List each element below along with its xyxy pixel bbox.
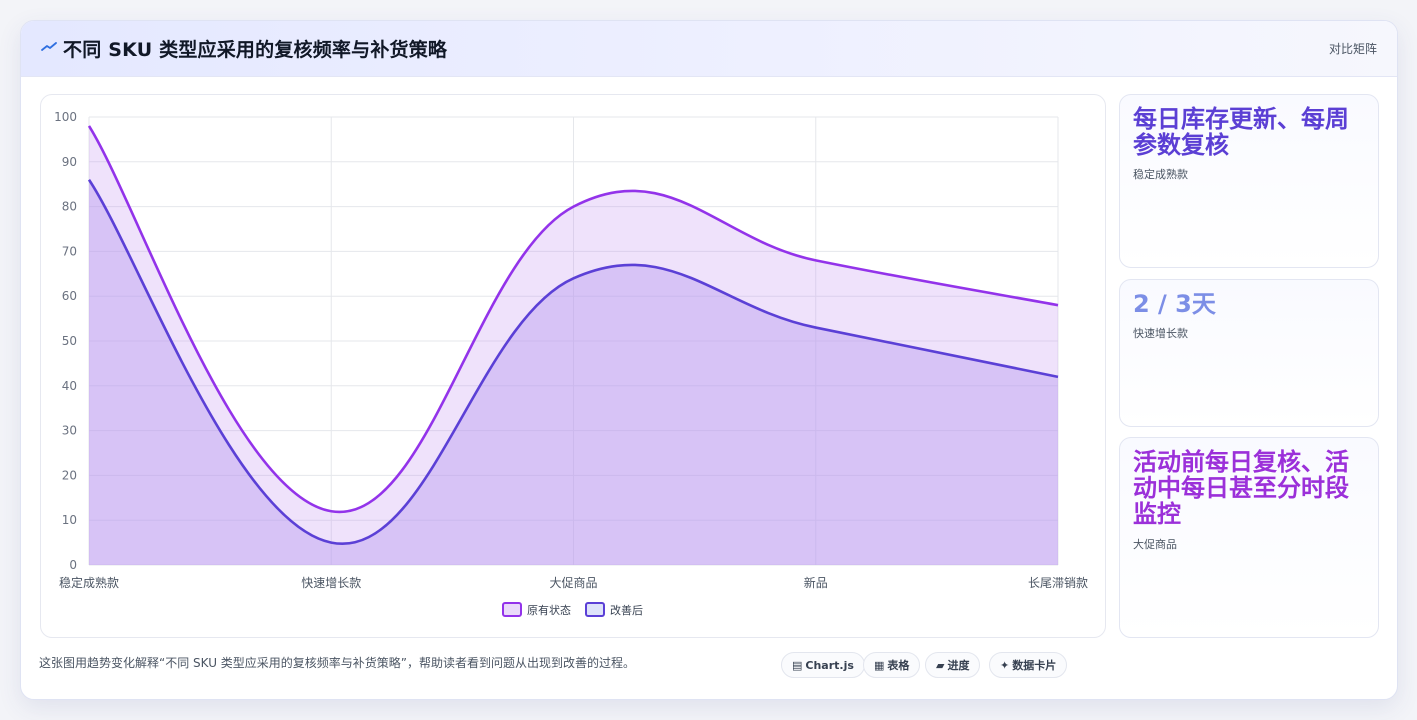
report-card: 不同 SKU 类型应采用的复核频率与补货策略 对比矩阵 0 10 20 30 40 50 6… xyxy=(20,20,1398,700)
progress-icon: ▰ xyxy=(936,659,945,672)
stat-card-growth: 2 / 3天 快速增长款 xyxy=(1119,279,1379,427)
legend-swatch xyxy=(585,602,605,617)
chip-progress[interactable]: ▰ 进度 xyxy=(925,652,981,678)
chip-label: Chart.js xyxy=(805,659,854,672)
y-tick-label: 30 xyxy=(62,424,77,438)
x-tick-label: 稳定成熟款 xyxy=(59,575,119,590)
y-tick-label: 80 xyxy=(62,200,77,214)
stat-card-value: 2 / 3天 xyxy=(1133,290,1216,318)
series-area xyxy=(89,179,1058,565)
series-area xyxy=(89,125,1058,566)
y-tick-label: 0 xyxy=(69,558,77,572)
chip-label: 进度 xyxy=(947,659,970,672)
y-tick-label: 50 xyxy=(62,334,77,348)
legend-label: 改善后 xyxy=(610,603,643,617)
chip-data-card[interactable]: ✦ 数据卡片 xyxy=(989,652,1068,678)
x-tick-label: 快速增长款 xyxy=(301,576,361,590)
y-tick-label: 20 xyxy=(62,468,77,482)
area-chart: 0 10 20 30 40 50 60 70 80 90 100 稳定成熟款 快速增长款 大促商品 新品 长尾… xyxy=(54,110,1088,617)
series-line xyxy=(87,178,1059,546)
y-tick-label: 100 xyxy=(54,110,77,124)
stat-card-label: 稳定成熟款 xyxy=(1133,168,1188,181)
chip-table[interactable]: ▦ 表格 xyxy=(863,652,921,678)
y-tick-label: 10 xyxy=(62,513,77,527)
stat-card-stable: 每日库存更新、每周参数复核 稳定成熟款 xyxy=(1119,94,1379,268)
chip-chartjs[interactable]: ▤ Chart.js xyxy=(781,652,865,678)
trend-line-icon xyxy=(41,42,57,51)
table-icon: ▦ xyxy=(874,659,885,672)
series-line xyxy=(87,125,1059,514)
compare-matrix-button[interactable]: 对比矩阵 xyxy=(1328,42,1377,56)
legend-swatch xyxy=(502,602,522,617)
legend-label: 原有状态 xyxy=(527,603,571,617)
sparkle-icon: ✦ xyxy=(1000,659,1010,672)
y-tick-label: 60 xyxy=(62,289,77,303)
card-header: 不同 SKU 类型应采用的复核频率与补货策略 对比矩阵 xyxy=(21,21,1397,77)
x-tick-label: 新品 xyxy=(804,575,828,590)
y-tick-label: 40 xyxy=(62,379,77,393)
x-tick-label: 长尾滞销款 xyxy=(1028,576,1088,590)
stat-card-value: 活动前每日复核、活动中每日甚至分时段监控 xyxy=(1133,448,1349,528)
chart-panel: 0 10 20 30 40 50 60 70 80 90 100 稳定成熟款 快速增长款 大促商品 新品 长尾… xyxy=(40,94,1106,638)
x-tick-label: 大促商品 xyxy=(549,575,597,590)
chart-footnote: 这张图用趋势变化解释“不同 SKU 类型应采用的复核频率与补货策略”，帮助读者看… xyxy=(39,656,636,670)
y-tick-label: 90 xyxy=(62,155,77,169)
stat-card-label: 快速增长款 xyxy=(1133,327,1188,340)
chart-icon: ▤ xyxy=(792,659,803,672)
stat-card-value: 每日库存更新、每周参数复核 xyxy=(1133,105,1349,159)
chip-label: 表格 xyxy=(887,659,910,672)
chip-label: 数据卡片 xyxy=(1012,659,1057,672)
page-title: 不同 SKU 类型应采用的复核频率与补货策略 xyxy=(63,39,448,61)
y-tick-label: 70 xyxy=(62,244,77,258)
stat-card-promo: 活动前每日复核、活动中每日甚至分时段监控 大促商品 xyxy=(1119,437,1379,638)
stat-card-label: 大促商品 xyxy=(1133,538,1177,551)
